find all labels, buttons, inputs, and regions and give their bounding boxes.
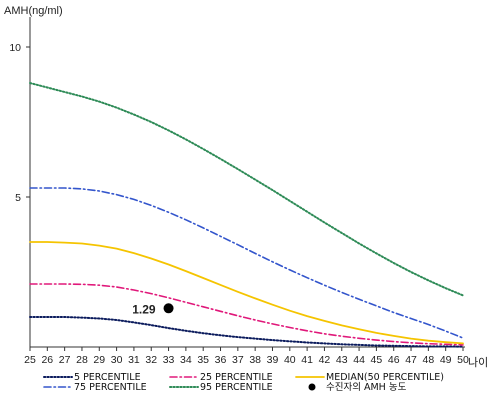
y-axis-label: AMH(ng/ml) bbox=[4, 5, 63, 17]
x-tick-label: 45 bbox=[371, 354, 383, 366]
x-tick-label: 49 bbox=[440, 354, 452, 366]
series-line-25-percentile bbox=[29, 283, 464, 346]
y-tick-label: 5 bbox=[15, 192, 21, 204]
x-tick-label: 29 bbox=[93, 354, 105, 366]
patient-amh-point bbox=[163, 303, 174, 314]
legend-point-marker bbox=[308, 383, 316, 391]
x-tick-label: 26 bbox=[41, 354, 53, 366]
x-tick-label: 38 bbox=[249, 354, 261, 366]
x-tick-label: 40 bbox=[284, 354, 296, 366]
x-tick-label: 27 bbox=[59, 354, 71, 366]
x-tick-label: 43 bbox=[336, 354, 348, 366]
legend-label: 95 PERCENTILE bbox=[200, 382, 273, 393]
x-tick-label: 47 bbox=[405, 354, 417, 366]
series-line-75-percentile bbox=[29, 187, 464, 339]
x-tick-label: 33 bbox=[163, 354, 175, 366]
x-tick-label: 32 bbox=[145, 354, 157, 366]
x-tick-label: 35 bbox=[197, 354, 209, 366]
x-tick-label: 30 bbox=[111, 354, 123, 366]
x-tick-label: 41 bbox=[301, 354, 313, 366]
y-tick-label: 10 bbox=[9, 42, 21, 54]
legend: 5 PERCENTILE 25 PERCENTILE MEDIAN(50 PERCE… bbox=[43, 372, 444, 393]
x-tick-label: 50 bbox=[457, 354, 469, 366]
x-tick-label: 37 bbox=[232, 354, 244, 366]
x-tick-label: 46 bbox=[388, 354, 400, 366]
legend-label: 75 PERCENTILE bbox=[74, 382, 147, 393]
x-tick-label: 44 bbox=[353, 354, 365, 366]
x-tick-label: 36 bbox=[215, 354, 227, 366]
patient-amh-value-label: 1.29 bbox=[132, 302, 156, 316]
data-points: 1.29 bbox=[132, 302, 174, 316]
x-tick-label: 28 bbox=[76, 354, 88, 366]
legend-label: 25 PERCENTILE bbox=[200, 372, 273, 383]
x-tick-label: 25 bbox=[24, 354, 36, 366]
legend-label: 5 PERCENTILE bbox=[74, 372, 141, 383]
axes: 25 26 27 28 29 30 31 32 33 34 35 36 37 38 39 40 41 42 43 44… bbox=[9, 17, 469, 366]
series-line-median-50-percentile- bbox=[29, 241, 464, 345]
series-lines bbox=[29, 82, 464, 348]
x-tick-label: 31 bbox=[128, 354, 140, 366]
x-tick-label: 34 bbox=[180, 354, 192, 366]
series-line-95-percentile bbox=[29, 82, 464, 297]
legend-label: 수진자의 AMH 농도 bbox=[326, 382, 407, 393]
x-tick-label: 42 bbox=[319, 354, 331, 366]
legend-label: MEDIAN(50 PERCENTILE) bbox=[326, 372, 444, 383]
series-line-5-percentile bbox=[29, 316, 464, 348]
x-tick-label: 48 bbox=[423, 354, 435, 366]
x-axis-label: 나이 bbox=[468, 356, 488, 369]
x-tick-label: 39 bbox=[267, 354, 279, 366]
